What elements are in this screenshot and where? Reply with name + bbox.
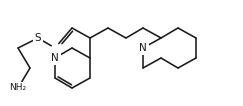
Text: S: S (35, 33, 41, 43)
Text: N: N (139, 43, 147, 53)
Text: N: N (51, 53, 59, 63)
Text: NH₂: NH₂ (9, 84, 26, 93)
